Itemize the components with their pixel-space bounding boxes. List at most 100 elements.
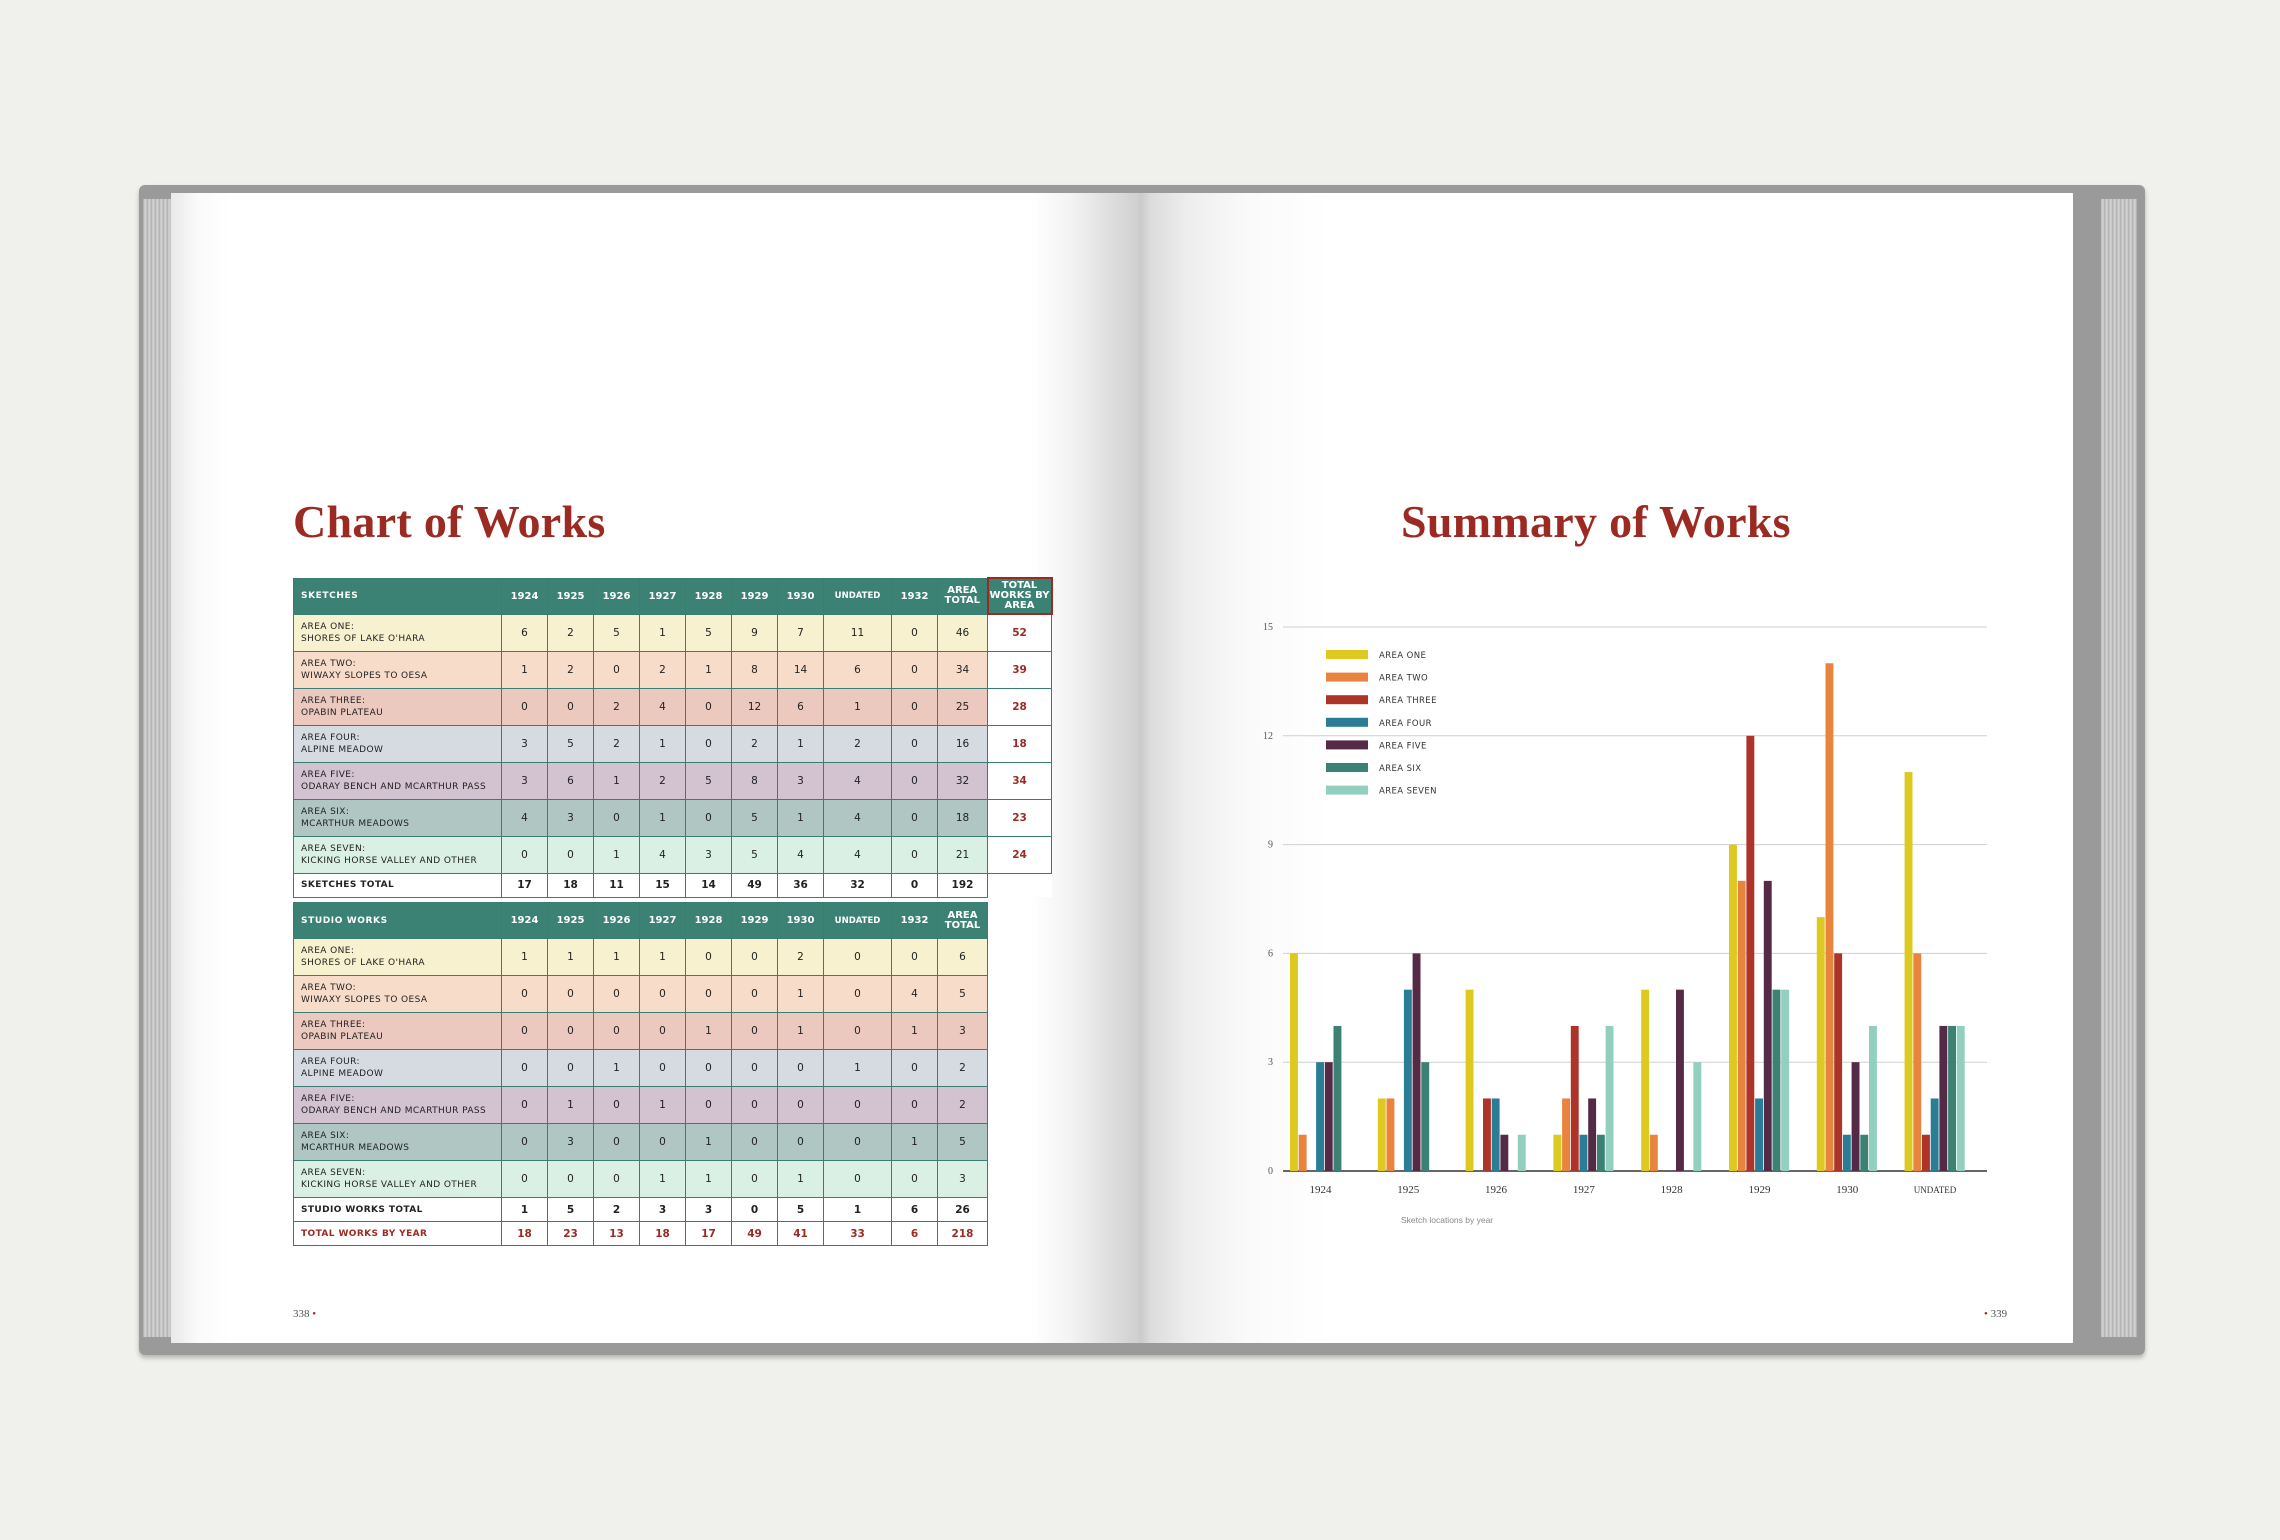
table-cell: 5 [547, 724, 594, 763]
table-cell: 0 [593, 650, 640, 689]
total-cell: 6 [891, 1197, 938, 1222]
table-cell: 0 [547, 687, 594, 726]
table-cell: 2 [593, 724, 640, 763]
table-cell: 0 [777, 1123, 824, 1161]
total-by-area-cell: 28 [987, 687, 1052, 726]
row-label-location: MCARTHUR MEADOWS [301, 1143, 410, 1153]
column-header: 1930 [777, 902, 824, 939]
row-label-location: WIWAXY SLOPES TO OESA [301, 995, 428, 1005]
total-cell: 5 [777, 1197, 824, 1222]
total-cell: 17 [685, 1221, 732, 1246]
table-cell: 0 [501, 1160, 548, 1198]
table-cell: 0 [501, 835, 548, 874]
table-cell: 5 [731, 835, 778, 874]
table-cell: 5 [937, 975, 988, 1013]
table-cell: 34 [937, 650, 988, 689]
total-row-label: SKETCHES TOTAL [293, 872, 502, 898]
table-cell: 0 [731, 975, 778, 1013]
table-cell: 46 [937, 613, 988, 652]
row-label-area: AREA TWO: [301, 983, 357, 993]
row-label: AREA FIVE: ODARAY BENCH AND MCARTHUR PASS [293, 761, 502, 800]
total-cell: 0 [731, 1197, 778, 1222]
total-cell: 3 [685, 1197, 732, 1222]
row-label-location: SHORES OF LAKE O'HARA [301, 958, 425, 968]
column-header: 1924 [501, 902, 548, 939]
table-cell: 0 [823, 1160, 892, 1198]
total-row-label: STUDIO WORKS TOTAL [293, 1197, 502, 1222]
table-cell: 4 [639, 835, 686, 874]
table-cell: 6 [501, 613, 548, 652]
row-label-area: AREA TWO: [301, 658, 357, 669]
table-cell: 0 [891, 1049, 938, 1087]
total-works-by-area-header: TOTAL WORKS BY AREA [986, 577, 1053, 615]
table-header-label: SKETCHES [293, 577, 502, 615]
row-label-area: AREA FIVE: [301, 769, 355, 780]
table-cell: 7 [777, 613, 824, 652]
table-cell: 0 [501, 1012, 548, 1050]
row-label-area: AREA FOUR: [301, 732, 360, 743]
row-label-area: AREA SIX: [301, 806, 350, 817]
table-cell: 0 [501, 1049, 548, 1087]
table-cell: 0 [891, 761, 938, 800]
folio-number-right: 339 [1990, 1308, 2008, 1320]
total-by-area-cell: 24 [987, 835, 1052, 874]
total-by-area-cell: 23 [987, 798, 1052, 837]
total-cell: 49 [731, 1221, 778, 1246]
table-cell: 0 [823, 938, 892, 976]
total-cell: 14 [685, 872, 732, 898]
table-cell: 0 [823, 1012, 892, 1050]
table-cell: 0 [593, 975, 640, 1013]
table-cell: 1 [777, 975, 824, 1013]
table-cell: 5 [731, 798, 778, 837]
row-label-area: AREA ONE: [301, 946, 355, 956]
table-cell: 0 [685, 938, 732, 976]
row-label-area: AREA THREE: [301, 1020, 366, 1030]
row-label: AREA THREE: OPABIN PLATEAU [293, 1012, 502, 1050]
table-cell: 1 [685, 1160, 732, 1198]
table-cell: 0 [891, 938, 938, 976]
table-cell: 0 [685, 798, 732, 837]
folio-number-left: 338 [293, 1308, 310, 1320]
table-cell: 0 [685, 687, 732, 726]
table-row: AREA SEVEN: KICKING HORSE VALLEY AND OTHE… [293, 1160, 988, 1198]
table-cell: 0 [777, 1049, 824, 1087]
column-header: 1927 [639, 577, 686, 615]
empty-cell [987, 873, 1052, 897]
table-cell: 0 [731, 1086, 778, 1124]
table-cell: 0 [891, 798, 938, 837]
total-cell: 3 [639, 1197, 686, 1222]
folio-left: 338 • [293, 1308, 316, 1320]
row-label-area: AREA FOUR: [301, 1057, 360, 1067]
table-cell: 0 [891, 613, 938, 652]
column-header: 1926 [593, 577, 640, 615]
row-label: AREA TWO: WIWAXY SLOPES TO OESA [293, 650, 502, 689]
table-cell: 6 [823, 650, 892, 689]
row-label: AREA SIX: MCARTHUR MEADOWS [293, 798, 502, 837]
total-cell: 23 [547, 1221, 594, 1246]
table-cell: 14 [777, 650, 824, 689]
table-cell: 0 [501, 975, 548, 1013]
right-page: Summary of Works Sketch locations by yea… [1139, 193, 2073, 1343]
table-cell: 3 [501, 761, 548, 800]
total-row-label: TOTAL WORKS BY YEAR [293, 1221, 502, 1246]
table-cell: 2 [639, 650, 686, 689]
column-header: AREA TOTAL [937, 902, 988, 939]
total-row: STUDIO WORKS TOTAL 1 5 2 3 3 0 5 1 6 26 [293, 1197, 988, 1222]
row-label-location: ALPINE MEADOW [301, 1069, 384, 1079]
total-cell: 2 [593, 1197, 640, 1222]
table-cell: 9 [731, 613, 778, 652]
table-cell: 1 [685, 650, 732, 689]
table-cell: 0 [593, 1123, 640, 1161]
folio-dot-right: • [1984, 1308, 1988, 1320]
table-cell: 2 [823, 724, 892, 763]
table-cell: 0 [823, 975, 892, 1013]
total-cell: 192 [937, 872, 988, 898]
table-cell: 1 [685, 1012, 732, 1050]
table-cell: 0 [547, 1012, 594, 1050]
table-header-label: STUDIO WORKS [293, 902, 502, 939]
table-row: AREA TWO: WIWAXY SLOPES TO OESA 1 2 0 2 1 8 14 6 0… [293, 650, 1052, 689]
table-cell: 0 [891, 1086, 938, 1124]
row-label: AREA ONE: SHORES OF LAKE O'HARA [293, 938, 502, 976]
total-cell: 17 [501, 872, 548, 898]
total-cell: 13 [593, 1221, 640, 1246]
